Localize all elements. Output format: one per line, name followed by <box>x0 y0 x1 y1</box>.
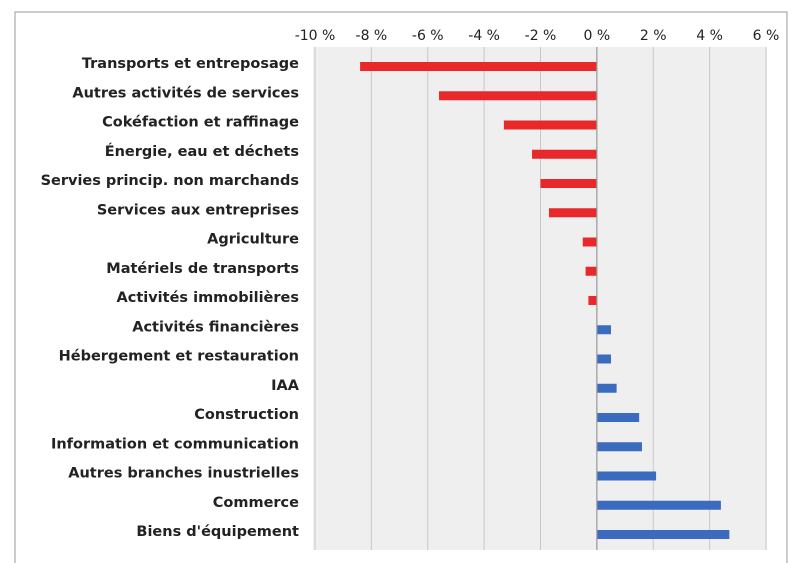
bar <box>548 208 597 218</box>
x-tick-label: -10 % <box>295 28 336 44</box>
bar <box>503 120 597 130</box>
chart-frame <box>14 11 788 563</box>
bar <box>596 471 657 481</box>
x-tick-label: 6 % <box>753 28 780 44</box>
bar <box>532 149 597 159</box>
bar <box>596 354 611 364</box>
bar <box>596 413 640 422</box>
y-tick-label: Hébergement et restauration <box>59 349 299 365</box>
bar <box>585 266 597 276</box>
x-tick-label: 2 % <box>640 28 667 44</box>
y-tick-label: Transports et entreposage <box>82 56 299 72</box>
x-tick-label: -6 % <box>412 28 444 44</box>
x-tick-label: -4 % <box>468 28 500 44</box>
bar <box>596 442 642 452</box>
y-tick-label: Services aux entreprises <box>97 202 299 218</box>
y-tick-label: Activités financières <box>132 319 299 335</box>
x-tick-label: 4 % <box>696 28 723 44</box>
y-tick-label: Servies princip. non marchands <box>41 173 299 189</box>
y-tick-label: Matériels de transports <box>106 261 299 277</box>
x-tick-label: 0 % <box>584 28 611 44</box>
y-tick-label: Autres branches inustrielles <box>68 466 299 482</box>
bar <box>360 62 597 71</box>
y-tick-label: Information et communication <box>51 436 299 452</box>
y-tick-label: IAA <box>271 378 300 394</box>
x-tick-label: -2 % <box>525 28 557 44</box>
bar <box>596 500 721 510</box>
bar <box>596 325 611 335</box>
y-tick-label: Activités immobilières <box>117 290 299 306</box>
bar <box>582 237 597 247</box>
y-tick-label: Autres activités de services <box>72 85 299 101</box>
bar <box>596 530 730 539</box>
bar <box>540 179 597 188</box>
bar <box>596 383 617 393</box>
y-tick-label: Construction <box>194 407 299 423</box>
y-tick-label: Agriculture <box>207 232 299 248</box>
bar <box>439 91 597 101</box>
y-tick-label: Cokéfaction et raffinage <box>102 115 299 131</box>
y-tick-label: Biens d'équipement <box>136 524 299 540</box>
x-tick-label: -8 % <box>356 28 388 44</box>
y-tick-label: Énergie, eau et déchets <box>105 143 299 160</box>
bar <box>588 296 597 305</box>
y-tick-label: Commerce <box>213 495 299 511</box>
